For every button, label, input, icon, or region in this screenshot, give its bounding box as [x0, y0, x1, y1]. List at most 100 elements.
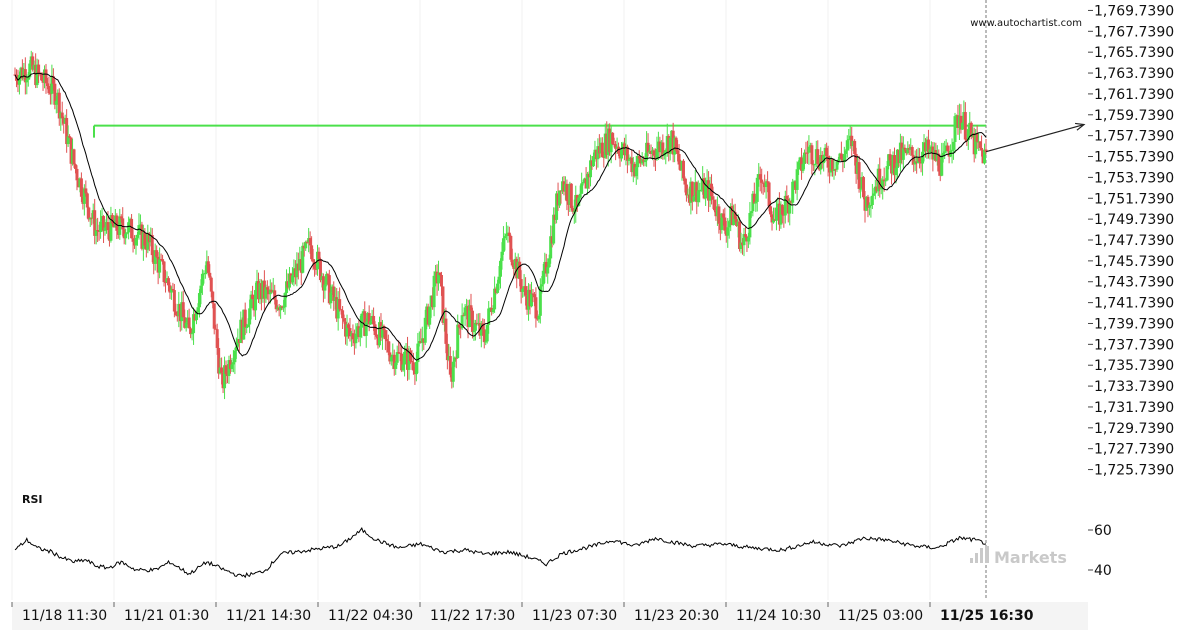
candle-up — [491, 309, 495, 313]
y-tick-label: 1,769.7390 — [1094, 3, 1174, 19]
candle-down — [209, 277, 213, 292]
candle-down — [438, 272, 442, 276]
candle-down — [65, 118, 69, 145]
candle-up — [845, 140, 849, 151]
candle-up — [403, 351, 407, 365]
candle-down — [164, 282, 168, 284]
candle-down — [831, 159, 835, 171]
x-tick-label: 11/22 17:30 — [430, 608, 515, 624]
candle-down — [40, 73, 44, 81]
candle-down — [79, 178, 83, 197]
candle-down — [712, 199, 716, 211]
candle-up — [203, 272, 207, 274]
candle-down — [187, 317, 191, 329]
candle-down — [482, 329, 486, 343]
candle-down — [68, 136, 72, 138]
rsi-line — [14, 527, 987, 579]
candle-down — [752, 193, 756, 204]
candle-down — [850, 135, 854, 147]
candle-up — [664, 149, 668, 153]
candle-up — [279, 306, 283, 311]
candle-down — [926, 139, 930, 153]
candle-down — [769, 206, 773, 215]
candle-down — [882, 179, 886, 182]
candle-up — [94, 230, 98, 236]
candle-down — [332, 286, 336, 301]
candle-down — [569, 183, 573, 208]
candle-down — [826, 156, 830, 168]
candle-up — [245, 326, 249, 328]
candle-down — [386, 341, 390, 353]
candle-down — [524, 286, 528, 296]
candle-up — [125, 232, 129, 234]
candle-down — [614, 144, 618, 149]
candle-down — [978, 141, 982, 148]
candle-down — [166, 278, 170, 286]
candle-up — [668, 137, 672, 154]
candle-up — [329, 292, 333, 304]
candle-up — [960, 123, 964, 130]
candle-down — [121, 218, 125, 230]
candle-down — [534, 297, 538, 319]
candle-down — [314, 268, 318, 270]
candle-down — [189, 328, 193, 335]
candle-down — [965, 139, 969, 141]
candle-up — [881, 179, 885, 188]
y-tick-label: 1,751.7390 — [1094, 191, 1174, 207]
candle-up — [727, 221, 731, 228]
candle-up — [813, 163, 817, 166]
y-tick-label: 1,759.7390 — [1094, 108, 1174, 124]
candle-up — [720, 213, 724, 230]
candle-up — [414, 362, 418, 375]
candle-down — [825, 147, 829, 157]
candle-up — [124, 233, 128, 239]
candle-down — [681, 160, 685, 179]
rsi-panel — [14, 527, 987, 579]
candle-down — [975, 133, 979, 142]
candle-up — [134, 237, 138, 246]
candle-up — [197, 293, 201, 308]
candle-down — [143, 232, 147, 246]
candle-up — [742, 234, 746, 246]
candle-down — [215, 329, 219, 348]
rsi-axis-ticks: 60 40 — [1088, 523, 1112, 579]
candle-down — [910, 147, 914, 156]
candle-up — [200, 273, 204, 286]
y-tick-label: 1,761.7390 — [1094, 87, 1174, 103]
candle-up — [500, 251, 504, 261]
candle-up — [549, 236, 553, 259]
candle-up — [842, 153, 846, 163]
time-axis-band — [12, 602, 1088, 630]
candle-up — [921, 151, 925, 164]
candle-down — [509, 236, 513, 260]
candle-up — [127, 222, 131, 233]
candle-up — [358, 327, 362, 338]
candle-down — [683, 178, 687, 185]
forecast-arrowhead — [1074, 122, 1086, 131]
candle-down — [96, 230, 100, 232]
candle-down — [721, 213, 725, 218]
candle-up — [323, 284, 327, 291]
candle-down — [313, 261, 317, 269]
candle-up — [282, 307, 286, 309]
candle-down — [839, 153, 843, 159]
candle-up — [468, 305, 472, 328]
candle-up — [295, 263, 299, 278]
candle-up — [779, 204, 783, 225]
x-tick-label: 11/22 04:30 — [328, 608, 413, 624]
rsi-tick-label: 40 — [1094, 563, 1112, 579]
candle-down — [457, 324, 461, 328]
candle-up — [499, 260, 502, 277]
candle-down — [168, 285, 172, 293]
candle-up — [655, 149, 659, 159]
candle-down — [326, 274, 330, 276]
candle-up — [99, 221, 103, 232]
y-tick-label: 1,767.7390 — [1094, 24, 1174, 40]
candle-down — [72, 149, 76, 165]
candle-up — [497, 276, 501, 284]
candle-down — [758, 174, 762, 180]
candle-down — [853, 140, 857, 154]
candle-up — [472, 330, 476, 333]
candle-up — [953, 116, 957, 142]
candle-up — [847, 139, 851, 141]
